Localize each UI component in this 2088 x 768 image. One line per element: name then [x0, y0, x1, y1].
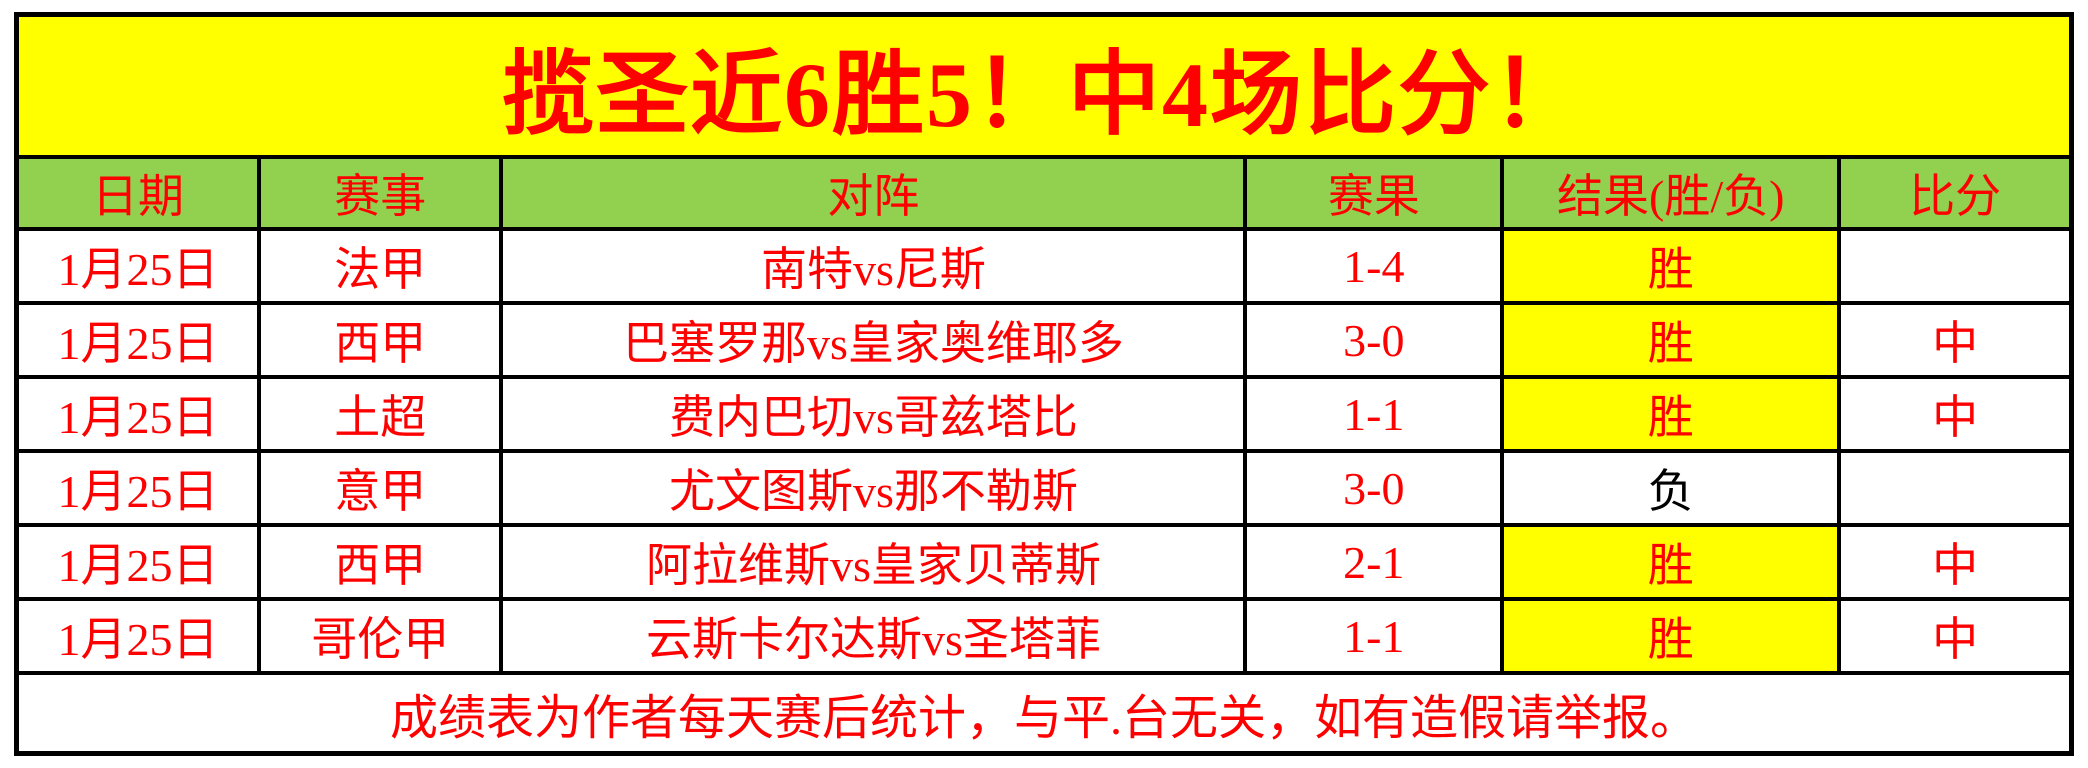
match-cell: 尤文图斯vs那不勒斯 — [499, 449, 1248, 527]
header-result: 结果(胜/负) — [1500, 155, 1842, 231]
league-cell: 法甲 — [256, 227, 504, 305]
header-date: 日期 — [14, 155, 261, 231]
table-row: 1月25日 西甲 巴塞罗那vs皇家奥维耶多 3-0 胜 中 — [14, 301, 2074, 379]
header-hit: 比分 — [1837, 155, 2074, 231]
date-cell: 1月25日 — [14, 301, 261, 379]
hit-cell: 中 — [1837, 375, 2074, 453]
score-cell: 3-0 — [1243, 301, 1505, 379]
date-cell: 1月25日 — [14, 449, 261, 527]
hit-cell: 中 — [1837, 597, 2074, 675]
footer-note: 成绩表为作者每天赛后统计，与平.台无关，如有造假请举报。 — [14, 671, 2074, 756]
result-cell: 胜 — [1500, 523, 1842, 601]
score-cell: 1-1 — [1243, 375, 1505, 453]
result-cell: 负 — [1500, 449, 1842, 527]
date-cell: 1月25日 — [14, 227, 261, 305]
hit-cell — [1837, 227, 2074, 305]
league-cell: 西甲 — [256, 301, 504, 379]
header-match: 对阵 — [499, 155, 1248, 231]
score-cell: 1-1 — [1243, 597, 1505, 675]
date-cell: 1月25日 — [14, 523, 261, 601]
table-row: 1月25日 法甲 南特vs尼斯 1-4 胜 — [14, 227, 2074, 305]
hit-cell: 中 — [1837, 301, 2074, 379]
hit-cell: 中 — [1837, 523, 2074, 601]
league-cell: 哥伦甲 — [256, 597, 504, 675]
header-league: 赛事 — [256, 155, 504, 231]
match-cell: 南特vs尼斯 — [499, 227, 1248, 305]
league-cell: 意甲 — [256, 449, 504, 527]
results-table: 揽圣近6胜5！中4场比分！ 日期 赛事 对阵 赛果 结果(胜/负) 比分 1月2… — [14, 12, 2074, 756]
table-row: 1月25日 土超 费内巴切vs哥兹塔比 1-1 胜 中 — [14, 375, 2074, 453]
match-cell: 费内巴切vs哥兹塔比 — [499, 375, 1248, 453]
match-cell: 阿拉维斯vs皇家贝蒂斯 — [499, 523, 1248, 601]
page-title: 揽圣近6胜5！中4场比分！ — [14, 12, 2074, 159]
header-score: 赛果 — [1243, 155, 1505, 231]
match-cell: 云斯卡尔达斯vs圣塔菲 — [499, 597, 1248, 675]
table-row: 1月25日 哥伦甲 云斯卡尔达斯vs圣塔菲 1-1 胜 中 — [14, 597, 2074, 675]
result-cell: 胜 — [1500, 597, 1842, 675]
footer-row: 成绩表为作者每天赛后统计，与平.台无关，如有造假请举报。 — [14, 671, 2074, 756]
hit-cell — [1837, 449, 2074, 527]
match-cell: 巴塞罗那vs皇家奥维耶多 — [499, 301, 1248, 379]
score-cell: 1-4 — [1243, 227, 1505, 305]
table-row: 1月25日 意甲 尤文图斯vs那不勒斯 3-0 负 — [14, 449, 2074, 527]
date-cell: 1月25日 — [14, 375, 261, 453]
league-cell: 土超 — [256, 375, 504, 453]
date-cell: 1月25日 — [14, 597, 261, 675]
result-cell: 胜 — [1500, 375, 1842, 453]
result-cell: 胜 — [1500, 301, 1842, 379]
score-cell: 3-0 — [1243, 449, 1505, 527]
table-row: 1月25日 西甲 阿拉维斯vs皇家贝蒂斯 2-1 胜 中 — [14, 523, 2074, 601]
header-row: 日期 赛事 对阵 赛果 结果(胜/负) 比分 — [14, 155, 2074, 231]
score-cell: 2-1 — [1243, 523, 1505, 601]
league-cell: 西甲 — [256, 523, 504, 601]
result-cell: 胜 — [1500, 227, 1842, 305]
title-row: 揽圣近6胜5！中4场比分！ — [14, 12, 2074, 159]
